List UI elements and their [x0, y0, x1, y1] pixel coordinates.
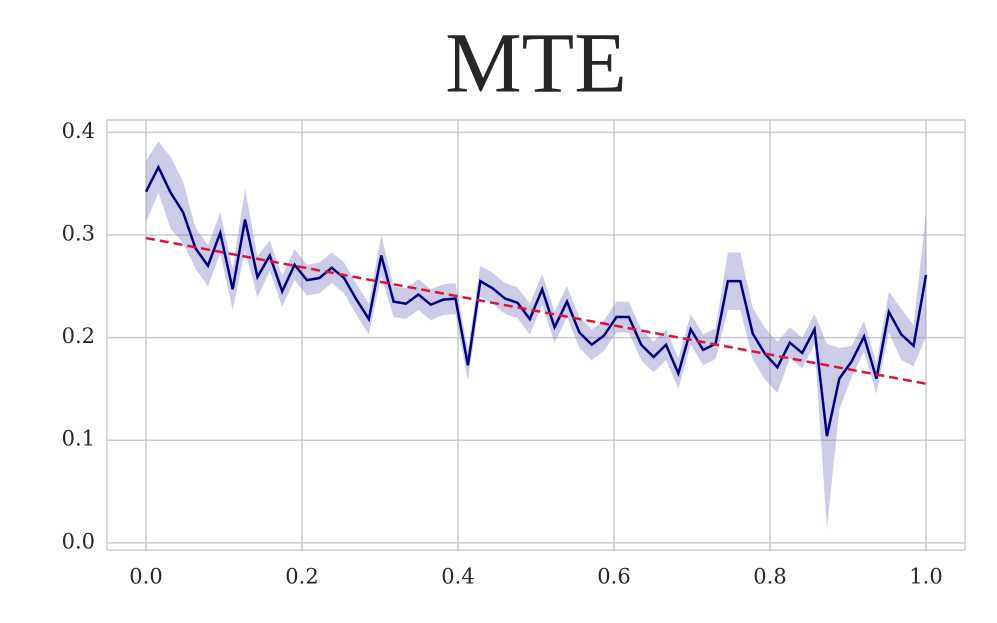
- trend-line: [145, 236, 927, 385]
- y-tick-label: 0.4: [62, 119, 95, 143]
- x-tick-label: 1.0: [909, 565, 942, 589]
- x-tick-label: 0.4: [441, 565, 474, 589]
- x-tick-label: 0.0: [129, 565, 162, 589]
- y-tick-label: 0.0: [62, 529, 95, 553]
- y-tick-label: 0.3: [62, 221, 95, 245]
- y-tick-label: 0.1: [62, 427, 95, 451]
- x-tick-label: 0.6: [597, 565, 630, 589]
- x-tick-label: 0.8: [753, 565, 786, 589]
- y-tick-label: 0.2: [62, 324, 95, 348]
- plot-frame: [106, 119, 966, 551]
- x-tick-label: 0.2: [285, 565, 318, 589]
- data-line: [144, 164, 928, 437]
- confidence-band: [146, 141, 926, 529]
- chart-title: MTE: [445, 15, 627, 111]
